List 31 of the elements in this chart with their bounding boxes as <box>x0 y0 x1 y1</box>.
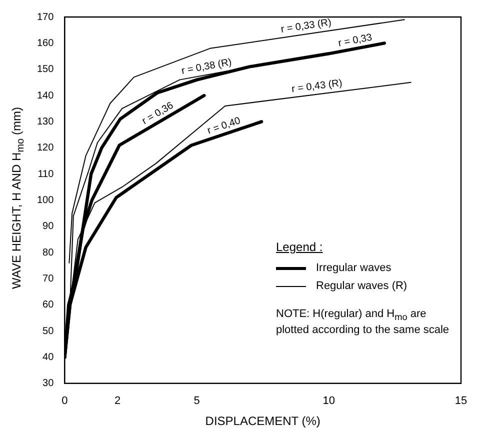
x-axis-title: DISPLACEMENT (%) <box>205 414 320 428</box>
x-tick-label: 2 <box>114 395 121 408</box>
y-tick-label: 50 <box>42 326 54 337</box>
y-tick-label: 130 <box>36 116 54 128</box>
text: r = 0,43 (R) <box>291 78 343 96</box>
y-tick-label: 140 <box>36 90 54 102</box>
text: r = 0,36 <box>140 100 176 128</box>
y-tick-label: 40 <box>42 352 54 363</box>
text: r = 0,33 <box>337 32 374 50</box>
x-tick-label: 0 <box>62 395 68 408</box>
text: r = 0,38 (R) <box>180 56 233 77</box>
y-tick-label: 120 <box>36 142 54 154</box>
y-tick-label: 30 <box>42 378 54 390</box>
y-tick-label: 170 <box>36 12 54 23</box>
y-tick-label: 150 <box>36 64 54 76</box>
text: r = 0,40 <box>206 115 242 137</box>
y-tick-label: 90 <box>42 221 54 232</box>
annotation: Irregular waves <box>316 262 392 274</box>
y-tick-label: 160 <box>36 38 54 49</box>
annotation: Regular waves (R) <box>316 280 408 292</box>
y-tick-label: 110 <box>38 168 54 180</box>
annotation: NOTE: H(regular) and H$_{mo}$ are plotted according to the same scale <box>276 308 450 338</box>
y-tick-label: 80 <box>42 247 54 258</box>
x-tick-label: 5 <box>194 395 200 408</box>
x-tick-label: 15 <box>454 395 468 408</box>
x-tick-label: 10 <box>322 395 336 408</box>
y-tick-label: 70 <box>42 273 54 284</box>
legend-title: Legend : <box>276 240 324 254</box>
y-tick-label: 60 <box>42 300 54 311</box>
text: r = 0,33 (R) <box>280 17 332 36</box>
y-tick-label: 100 <box>36 194 54 206</box>
